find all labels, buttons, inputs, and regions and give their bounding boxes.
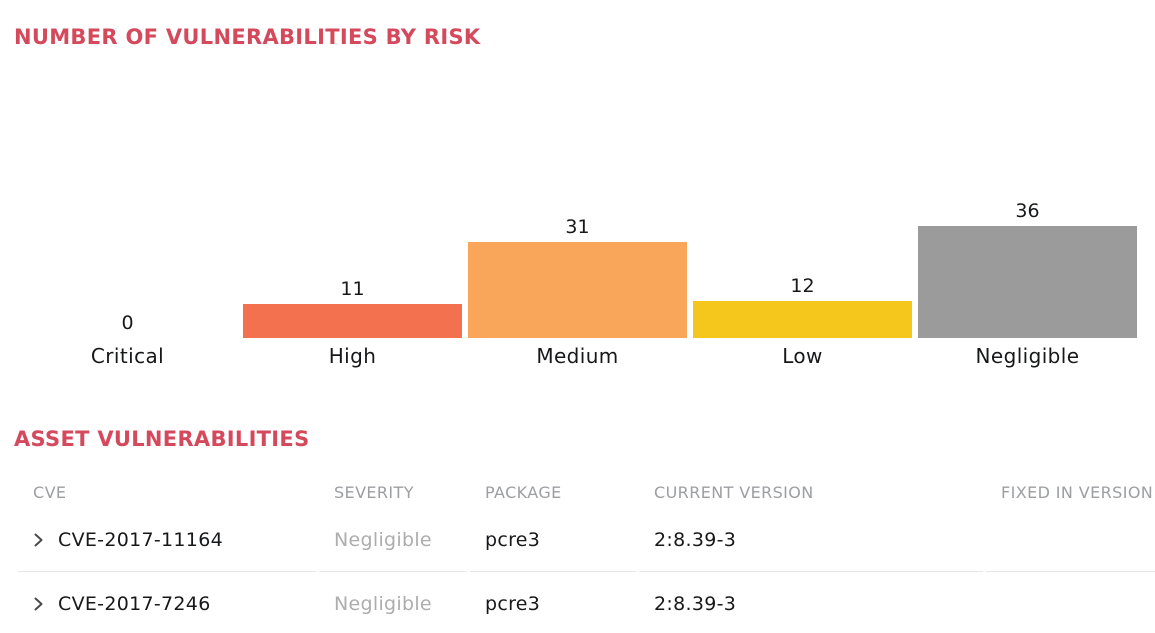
column-header-fixed-in-version: FIXED IN VERSION (1001, 482, 1154, 502)
column-header-severity: SEVERITY (334, 482, 414, 502)
table-row[interactable]: CVE-2017-7246 Negligible pcre3 2:8.39-3 (18, 572, 1155, 633)
cve-cell: CVE-2017-11164 (18, 508, 316, 572)
cve-id: CVE-2017-11164 (58, 528, 223, 551)
bar-category-label: Critical (90, 344, 165, 368)
bar (918, 226, 1137, 338)
bar-chart-category: 31 Medium (465, 192, 690, 368)
package-cell: pcre3 (470, 572, 636, 633)
package-cell: pcre3 (470, 508, 636, 572)
current-version-cell: 2:8.39-3 (639, 572, 983, 633)
table-body: CVE-2017-11164 Negligible pcre3 2:8.39-3… (18, 508, 1155, 633)
expand-chevron-icon[interactable] (33, 532, 44, 548)
column-header-cve: CVE (33, 482, 67, 502)
bar (693, 301, 912, 338)
fixed-in-version-cell (986, 508, 1155, 572)
column-header-current-version: CURRENT VERSION (654, 482, 814, 502)
bar-chart: 0 Critical 11 High 31 Medium 12 Low 36 N… (15, 192, 1140, 368)
cve-id: CVE-2017-7246 (58, 592, 211, 615)
bar-chart-category: 0 Critical (15, 192, 240, 368)
bar-value-label: 36 (1015, 200, 1040, 222)
vulnerabilities-table: CVE SEVERITY PACKAGE CURRENT VERSION FIX… (18, 476, 1155, 633)
chart-section-title: NUMBER OF VULNERABILITIES BY RISK (14, 25, 481, 49)
severity-cell: Negligible (319, 508, 467, 572)
bar-value-label: 31 (565, 216, 590, 238)
table-header-row: CVE SEVERITY PACKAGE CURRENT VERSION FIX… (18, 476, 1155, 508)
bar-chart-category: 12 Low (690, 192, 915, 368)
bar-category-label: Low (782, 344, 823, 368)
bar-category-label: High (328, 344, 377, 368)
bar (243, 304, 462, 338)
bar-category-label: Negligible (975, 344, 1080, 368)
bar-chart-category: 36 Negligible (915, 192, 1140, 368)
column-header-package: PACKAGE (485, 482, 562, 502)
bar-value-label: 0 (121, 312, 134, 334)
bar-chart-category: 11 High (240, 192, 465, 368)
bar-value-label: 11 (340, 278, 365, 300)
fixed-in-version-cell (986, 572, 1155, 633)
table-section-title: ASSET VULNERABILITIES (14, 427, 310, 451)
bar (468, 242, 687, 338)
bar-category-label: Medium (536, 344, 619, 368)
cve-cell: CVE-2017-7246 (18, 572, 316, 633)
severity-cell: Negligible (319, 572, 467, 633)
current-version-cell: 2:8.39-3 (639, 508, 983, 572)
expand-chevron-icon[interactable] (33, 596, 44, 612)
table-row[interactable]: CVE-2017-11164 Negligible pcre3 2:8.39-3 (18, 508, 1155, 572)
bar-value-label: 12 (790, 275, 815, 297)
